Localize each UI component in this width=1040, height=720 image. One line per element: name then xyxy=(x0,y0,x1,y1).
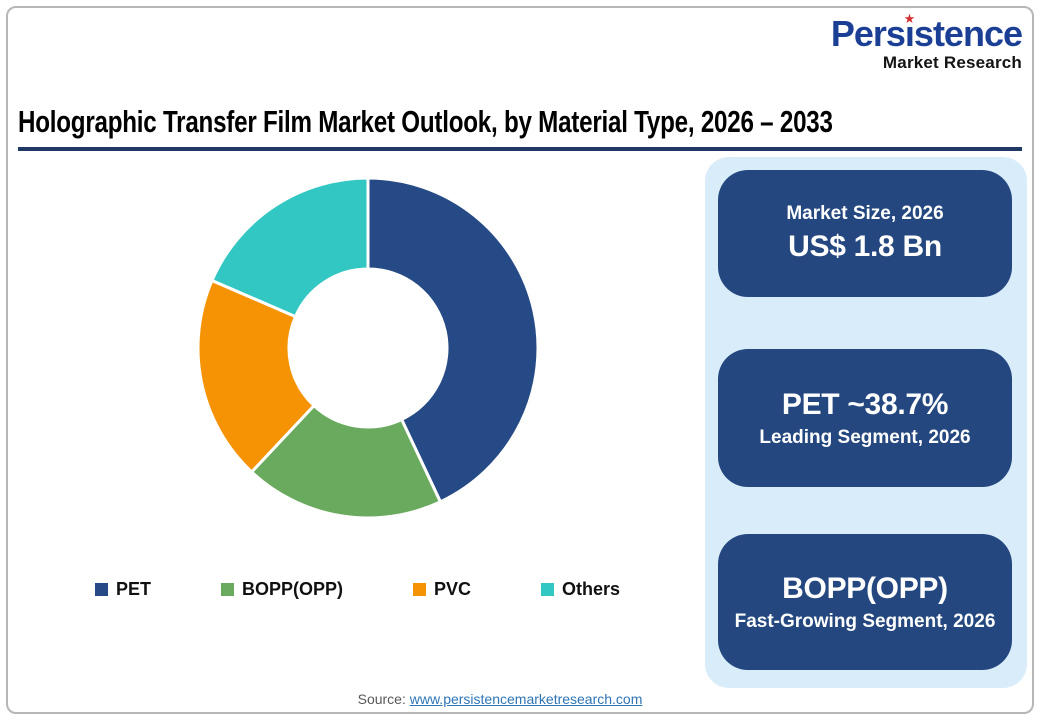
legend-swatch-others-icon xyxy=(540,583,554,596)
legend-swatch-pet-icon xyxy=(95,583,108,596)
legend-item-bopp: BOPP(OPP) xyxy=(220,579,343,600)
legend-label-others: Others xyxy=(561,579,620,599)
brand-name-dotless-i: ı xyxy=(904,13,915,54)
source-label: Source: xyxy=(357,691,410,707)
callout-market-size: Market Size, 2026 US$ 1.8 Bn xyxy=(718,170,1012,297)
fast-growing-segment-value: BOPP(OPP) xyxy=(782,571,948,605)
leading-segment-label: Leading Segment, 2026 xyxy=(759,426,971,448)
brand-tagline: Market Research xyxy=(882,53,1022,72)
legend-label-bopp: BOPP(OPP) xyxy=(241,579,343,599)
legend-label-pvc: PVC xyxy=(433,579,471,599)
legend-item-others: Others xyxy=(540,579,620,600)
callout-leading-segment: PET ~38.7% Leading Segment, 2026 xyxy=(718,349,1012,487)
donut-slice-pet xyxy=(366,176,540,504)
legend-label-pet: PET xyxy=(116,579,152,599)
donut-slice-pvc xyxy=(196,278,316,474)
source-line: Source: www.persistencemarketresearch.co… xyxy=(0,691,1000,707)
legend-swatch-pvc-icon xyxy=(412,583,426,596)
legend-swatch-bopp-icon xyxy=(220,583,234,596)
callout-fast-growing-segment: BOPP(OPP) Fast-Growing Segment, 2026 xyxy=(718,534,1012,670)
brand-name: Pers ★ ıstence xyxy=(830,12,1023,54)
market-size-value: US$ 1.8 Bn xyxy=(788,230,942,263)
title-underline xyxy=(18,147,1022,151)
leading-segment-value: PET ~38.7% xyxy=(781,387,949,421)
fast-growing-segment-label: Fast-Growing Segment, 2026 xyxy=(734,610,996,632)
page-title: Holographic Transfer Film Market Outlook… xyxy=(18,104,833,139)
brand-logo: Pers ★ ıstence Market Research xyxy=(830,12,1023,72)
donut-chart xyxy=(196,176,540,520)
highlights-panel: Market Size, 2026 US$ 1.8 Bn PET ~38.7% … xyxy=(705,157,1027,688)
brand-name-part2: stence xyxy=(913,13,1023,54)
legend-item-pet: PET xyxy=(95,579,151,600)
donut-slice-bopp-opp- xyxy=(250,404,442,520)
source-link[interactable]: www.persistencemarketresearch.com xyxy=(409,691,643,707)
legend-item-pvc: PVC xyxy=(412,579,471,600)
brand-name-part1: Pers xyxy=(830,13,906,54)
donut-slice-others xyxy=(210,176,370,319)
market-size-label: Market Size, 2026 xyxy=(786,203,944,224)
logo-star-icon: ★ xyxy=(903,11,916,26)
chart-legend: PET BOPP(OPP) PVC Others xyxy=(95,579,620,600)
